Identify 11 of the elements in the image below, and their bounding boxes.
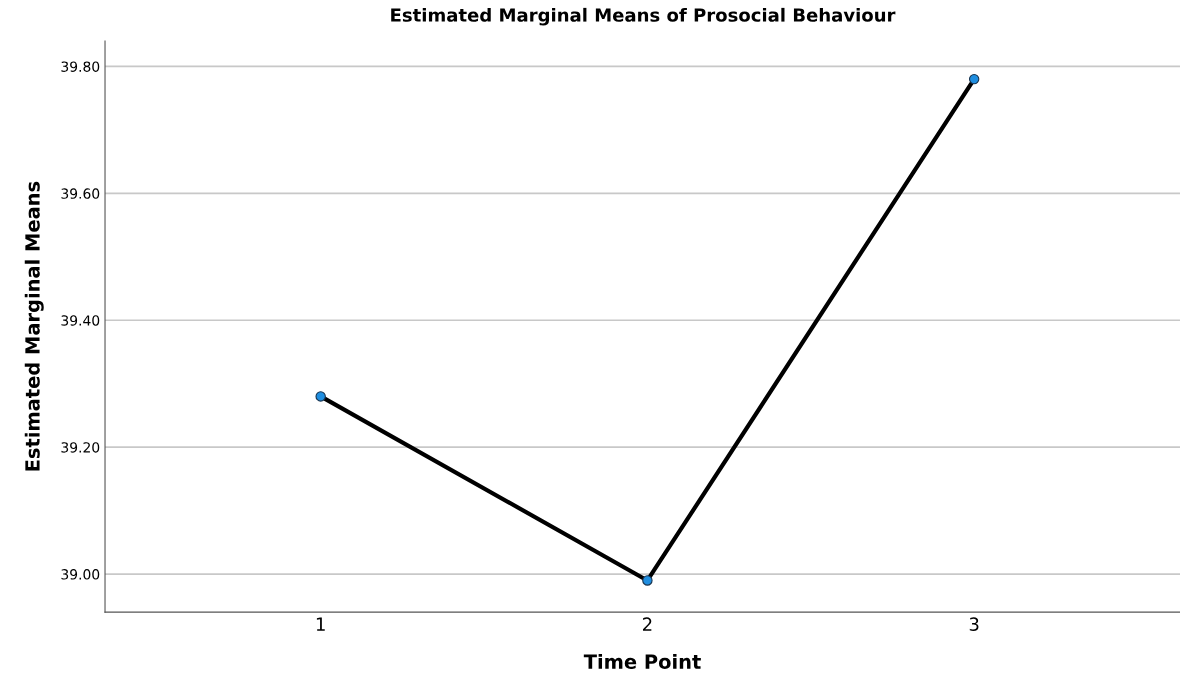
y-tick-label: 39.20 [61,442,100,453]
y-tick-label: 39.80 [61,61,100,72]
x-tick-label: 1 [316,617,325,631]
x-tick-label: 2 [642,617,652,631]
y-tick-label: 39.60 [61,188,100,199]
x-tick-label: 3 [969,617,979,632]
y-axis-title: Estimated Marginal Means [24,181,44,471]
x-axis-title: Time Point [583,653,701,670]
y-tick-label: 39.00 [61,569,100,580]
y-tick-label: 39.40 [61,315,100,326]
chart-title: Estimated Marginal Means of Prosocial Behaviour [391,7,896,26]
